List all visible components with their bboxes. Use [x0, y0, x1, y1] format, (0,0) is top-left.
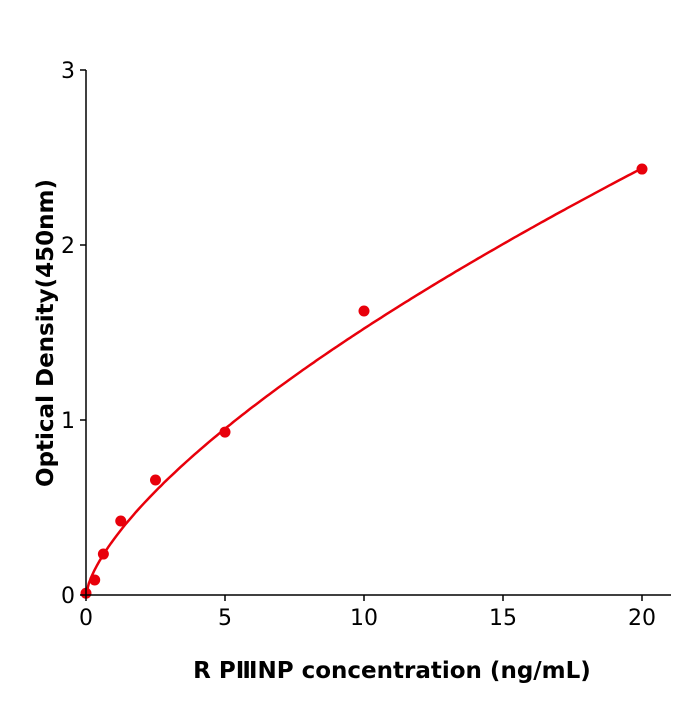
data-point — [89, 574, 101, 586]
fit-curve — [84, 167, 643, 596]
data-point — [97, 548, 109, 560]
data-point — [636, 163, 648, 175]
data-point — [150, 474, 161, 486]
y-tick-label: 3 — [61, 59, 75, 84]
y-tick-label: 0 — [61, 584, 75, 609]
y-tick-label: 1 — [61, 409, 75, 434]
data-point — [115, 515, 127, 527]
x-tick-label: 10 — [350, 606, 378, 631]
x-tick-label: 15 — [489, 606, 517, 631]
x-tick-label: 0 — [79, 606, 93, 631]
data-point — [358, 305, 370, 317]
x-tick-label: 20 — [628, 606, 656, 631]
data-point — [219, 426, 231, 438]
x-axis-label: R PⅢNP concentration (ng/mL) — [193, 658, 591, 684]
y-tick-label: 2 — [61, 234, 75, 259]
x-tick-label: 5 — [218, 606, 232, 631]
y-axis-label: Optical Density(450nm) — [33, 179, 59, 487]
